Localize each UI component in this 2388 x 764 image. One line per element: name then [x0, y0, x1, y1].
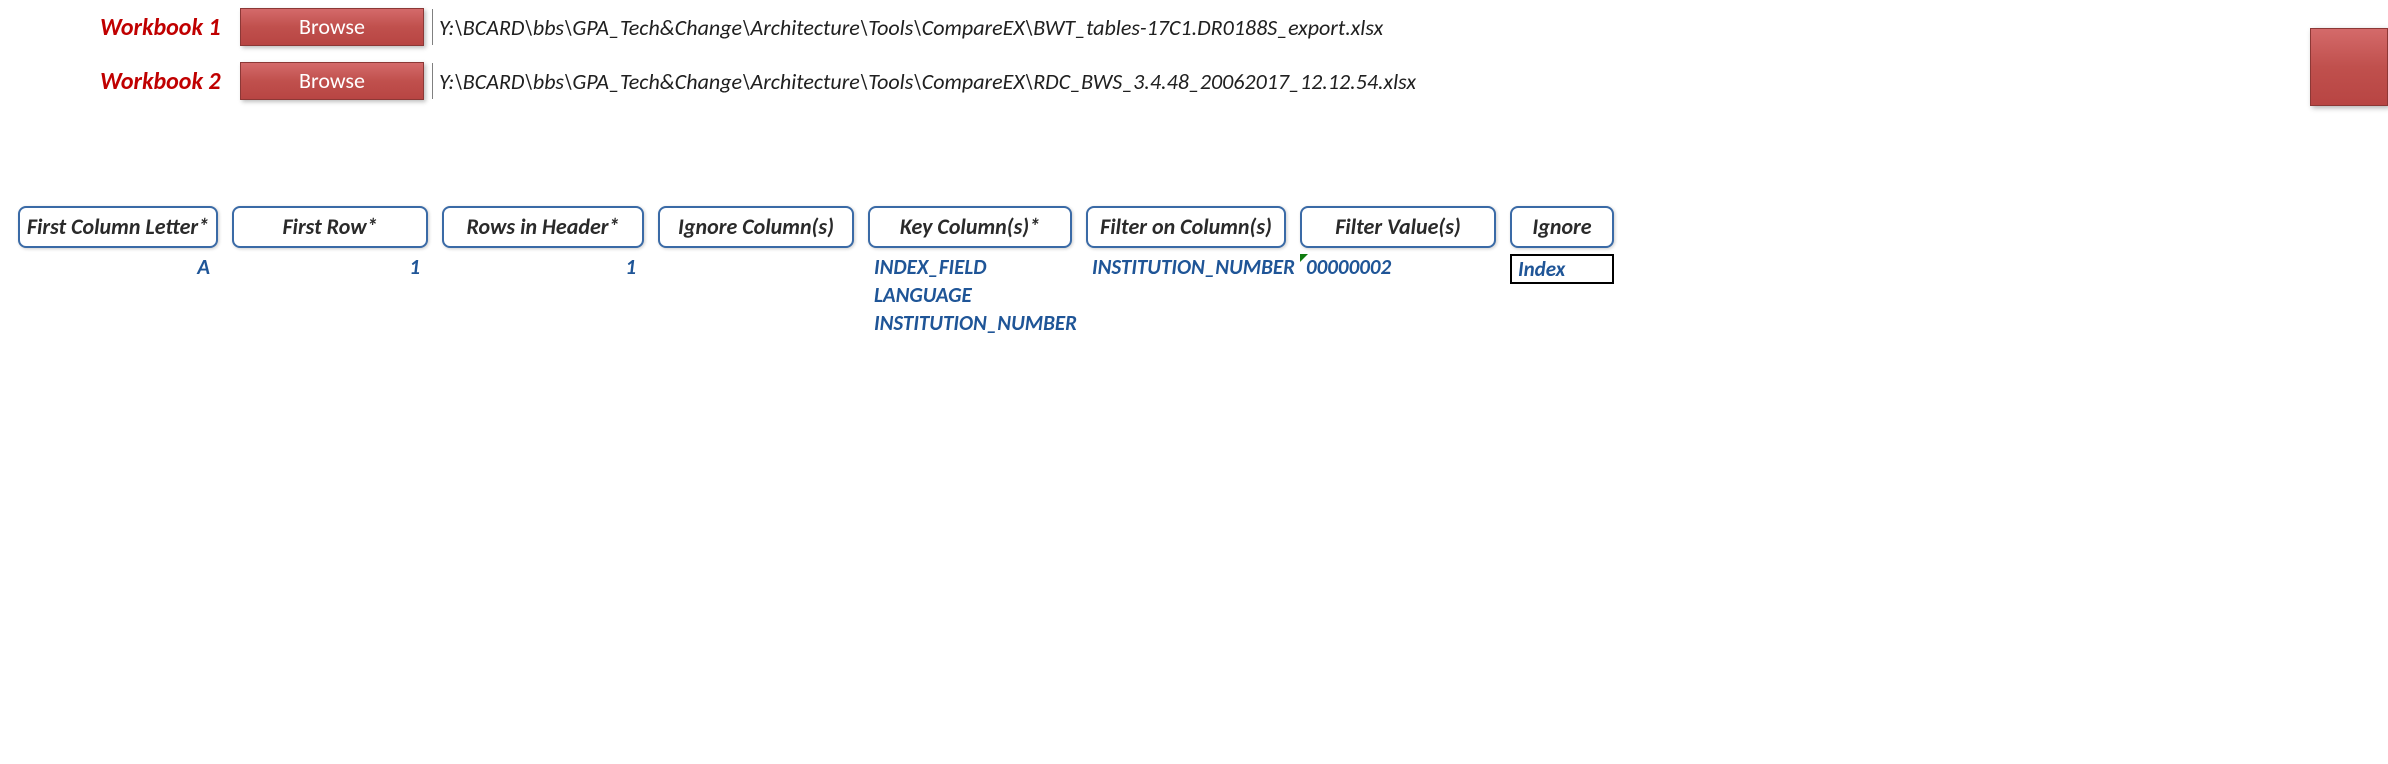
value-column-7: Index: [1510, 254, 1614, 338]
value-column-5: INSTITUTION_NUMBER: [1086, 254, 1286, 338]
value-column-0: A: [18, 254, 218, 338]
value-cell-0-0[interactable]: A: [18, 254, 218, 282]
value-cell-4-0[interactable]: INDEX_FIELD: [868, 254, 1072, 282]
value-cell-5-0[interactable]: INSTITUTION_NUMBER: [1086, 254, 1286, 282]
config-values-area: A11INDEX_FIELDLANGUAGEINSTITUTION_NUMBER…: [18, 254, 1614, 338]
header-btn-0[interactable]: First Column Letter*: [18, 206, 218, 248]
value-cell-6-0[interactable]: 00000002: [1300, 254, 1496, 282]
workbook-1-row: Workbook 1 Browse: [100, 0, 2388, 54]
selected-cell[interactable]: Index: [1510, 254, 1614, 284]
value-column-3: [658, 254, 854, 338]
header-btn-7[interactable]: Ignore: [1510, 206, 1614, 248]
value-cell-4-2[interactable]: INSTITUTION_NUMBER: [868, 310, 1072, 338]
browse-button-1[interactable]: Browse: [240, 8, 424, 46]
value-cell-4-1[interactable]: LANGUAGE: [868, 282, 1072, 310]
value-cell-2-0[interactable]: 1: [442, 254, 644, 282]
header-btn-4[interactable]: Key Column(s)*: [868, 206, 1072, 248]
workbook-2-row: Workbook 2 Browse: [100, 54, 2388, 108]
header-btn-2[interactable]: Rows in Header*: [442, 206, 644, 248]
value-column-2: 1: [442, 254, 644, 338]
browse-button-2[interactable]: Browse: [240, 62, 424, 100]
header-btn-3[interactable]: Ignore Column(s): [658, 206, 854, 248]
workbook-1-label: Workbook 1: [100, 13, 240, 42]
value-column-1: 1: [232, 254, 428, 338]
config-headers-row: First Column Letter* First Row* Rows in He…: [18, 206, 1614, 248]
workbook-2-label: Workbook 2: [100, 67, 240, 96]
value-cell-3-0[interactable]: [658, 254, 854, 282]
value-column-6: 00000002: [1300, 254, 1496, 338]
header-btn-6[interactable]: Filter Value(s): [1300, 206, 1496, 248]
value-column-4: INDEX_FIELDLANGUAGEINSTITUTION_NUMBER: [868, 254, 1072, 338]
header-btn-5[interactable]: Filter on Column(s): [1086, 206, 1286, 248]
workbook-2-path-input[interactable]: [432, 63, 1492, 99]
run-compare-button[interactable]: [2310, 28, 2388, 106]
error-indicator-icon: [1300, 254, 1308, 262]
header-btn-1[interactable]: First Row*: [232, 206, 428, 248]
workbook-1-path-input[interactable]: [432, 9, 1492, 45]
value-cell-1-0[interactable]: 1: [232, 254, 428, 282]
